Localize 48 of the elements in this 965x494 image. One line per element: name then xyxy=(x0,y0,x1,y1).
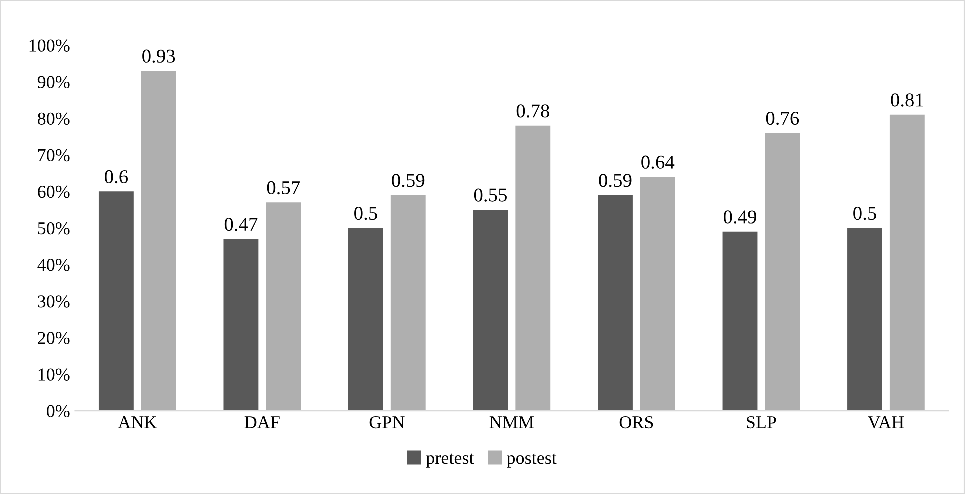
data-label: 0.78 xyxy=(516,104,550,118)
x-tick-label: DAF xyxy=(244,416,280,428)
legend-label: pretest xyxy=(426,454,474,468)
bar xyxy=(98,192,134,412)
data-label: 0.57 xyxy=(267,181,300,195)
y-tick-label: 90% xyxy=(38,76,70,89)
data-label: 0.55 xyxy=(474,188,507,202)
data-label: 0.59 xyxy=(392,174,425,188)
bar xyxy=(640,177,676,412)
y-tick-label: 70% xyxy=(38,149,70,162)
y-tick-label: 50% xyxy=(38,222,70,235)
y-tick-label: 0% xyxy=(47,405,70,418)
data-label: 0.93 xyxy=(142,50,176,64)
bar xyxy=(890,114,925,412)
y-tick-label: 30% xyxy=(38,296,70,308)
legend-label: postest xyxy=(507,454,557,468)
bar xyxy=(598,195,633,412)
data-label: 0.76 xyxy=(766,112,800,126)
y-tick-label: 20% xyxy=(38,332,70,344)
bar xyxy=(266,202,302,412)
x-tick-label: SLP xyxy=(747,416,776,429)
data-label: 0.81 xyxy=(891,94,924,107)
data-label: 0.5 xyxy=(354,206,378,220)
data-label: 0.6 xyxy=(105,170,128,184)
bar xyxy=(473,210,508,412)
y-tick-label: 40% xyxy=(38,259,70,272)
x-tick-label: ANK xyxy=(118,416,158,428)
y-tick-label: 10% xyxy=(38,368,70,381)
bar xyxy=(141,71,176,412)
bar xyxy=(848,228,882,412)
bar xyxy=(224,239,259,412)
x-tick-label: VAH xyxy=(868,416,904,429)
y-tick-label: 80% xyxy=(38,112,70,126)
bar xyxy=(390,195,426,412)
data-label: 0.59 xyxy=(599,174,632,188)
x-tick-label: GPN xyxy=(370,416,405,429)
y-tick-label: 60% xyxy=(38,186,70,198)
data-label: 0.47 xyxy=(224,218,258,232)
bar xyxy=(765,133,800,412)
bar xyxy=(722,232,758,412)
x-tick-label: ORS xyxy=(620,416,654,429)
x-tick-label: NMM xyxy=(490,416,534,428)
data-label: 0.49 xyxy=(724,210,756,224)
bar xyxy=(348,228,384,412)
y-tick-label: 100% xyxy=(30,40,70,52)
bar xyxy=(516,126,551,412)
data-label: 0.5 xyxy=(854,206,876,220)
data-label: 0.64 xyxy=(642,156,675,170)
